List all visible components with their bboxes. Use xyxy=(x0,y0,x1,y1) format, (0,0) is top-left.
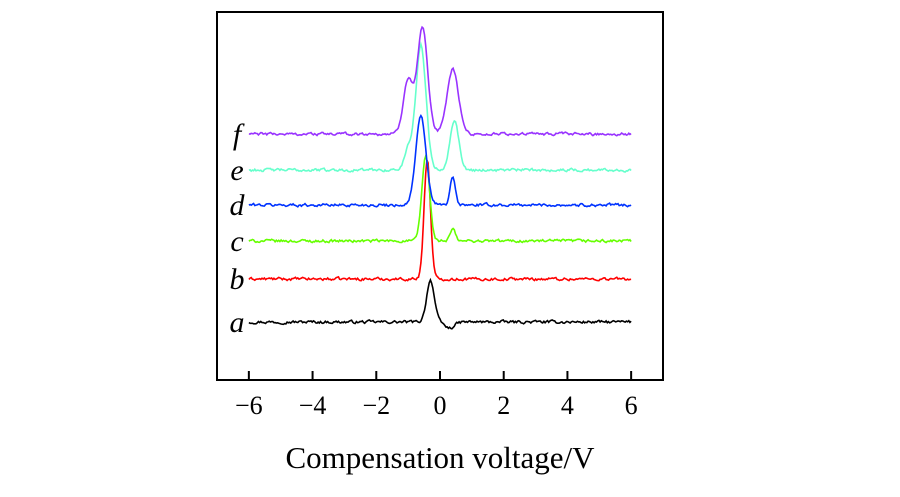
series-label-b: b xyxy=(230,263,245,296)
series-line-c xyxy=(248,153,632,244)
x-tick-label: 0 xyxy=(434,391,447,420)
x-tick-label: 6 xyxy=(625,391,638,420)
series-label-d: d xyxy=(230,189,246,222)
x-tick-label: −4 xyxy=(299,391,327,420)
series-label-a: a xyxy=(230,306,245,339)
series-line-b xyxy=(248,159,632,282)
x-tick-label: 4 xyxy=(561,391,574,420)
x-tick-label: −6 xyxy=(235,391,263,420)
series-line-e xyxy=(248,41,632,173)
series-line-d xyxy=(248,114,632,208)
series-label-e: e xyxy=(230,154,243,187)
x-tick-label: 2 xyxy=(497,391,510,420)
series-label-f: f xyxy=(233,118,245,151)
x-axis-title: Compensation voltage/V xyxy=(285,440,595,475)
series-line-a xyxy=(248,277,632,330)
x-tick-label: −2 xyxy=(362,391,390,420)
series-label-c: c xyxy=(230,225,243,258)
x-tick-labels: −6 −4 −2 0 2 4 6 xyxy=(235,391,638,420)
x-ticks xyxy=(247,371,633,380)
series-line-f xyxy=(248,25,632,137)
series-lines xyxy=(248,25,632,330)
